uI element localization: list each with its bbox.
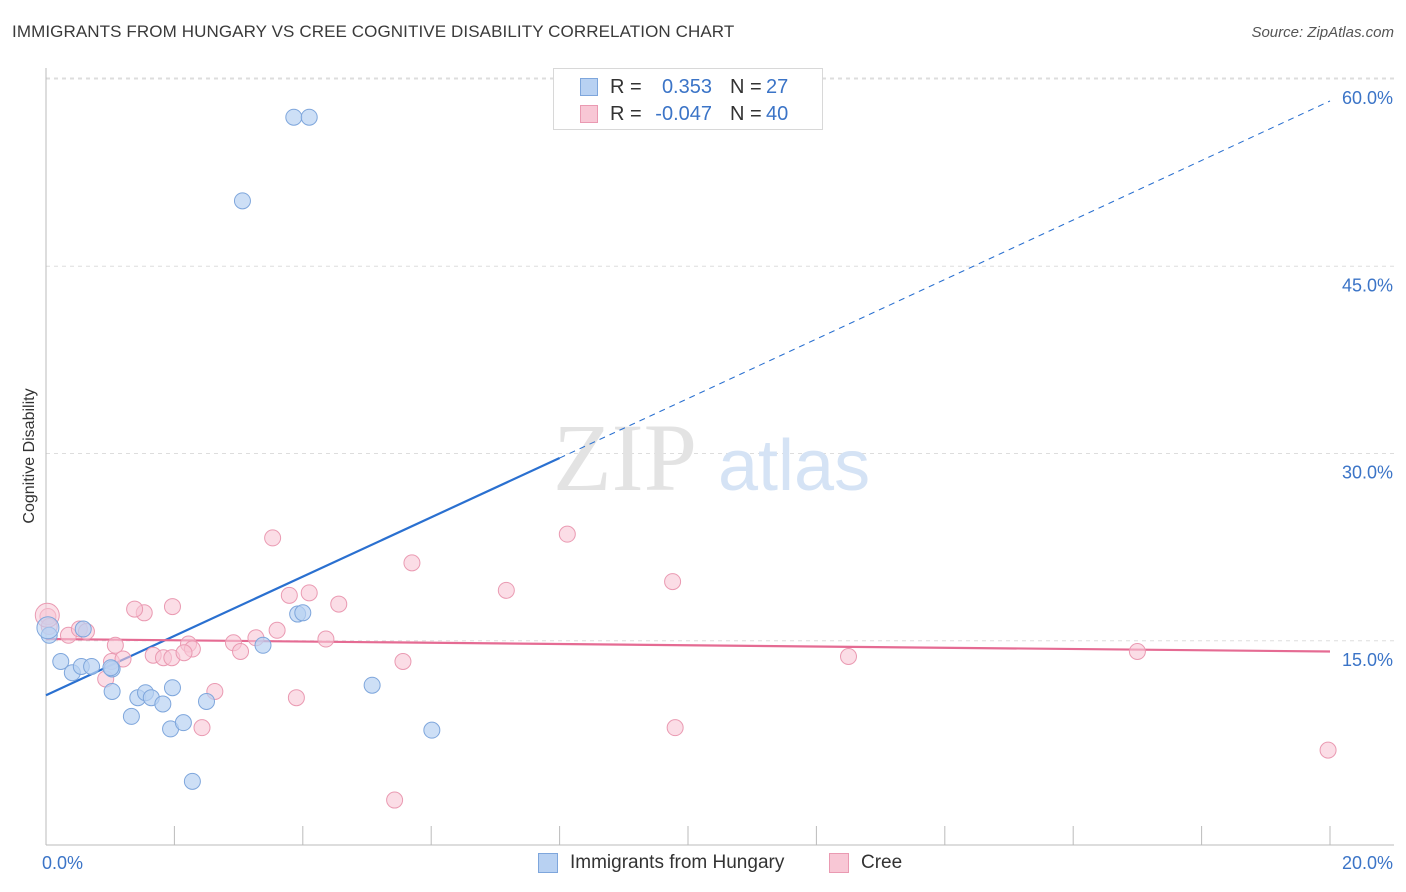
n-value: 27 bbox=[766, 75, 789, 98]
x-tick-label: 0.0% bbox=[42, 853, 83, 873]
cree-point bbox=[232, 643, 250, 661]
x-tick-label: 20.0% bbox=[1342, 853, 1393, 873]
legend-item-cree[interactable]: Cree bbox=[829, 852, 902, 874]
cree-points bbox=[34, 525, 1337, 809]
cree-point bbox=[106, 636, 124, 654]
watermark-zip: ZIP bbox=[553, 404, 697, 511]
correlation-legend: R = 0.353 N = 27 R = -0.047 N = 40 bbox=[553, 68, 823, 130]
cree-point bbox=[114, 650, 132, 668]
hungary-point bbox=[52, 652, 70, 670]
hungary-point bbox=[83, 657, 101, 675]
hungary-point bbox=[163, 679, 181, 697]
hungary-point bbox=[233, 192, 251, 210]
r-value: 0.353 bbox=[661, 75, 712, 98]
hungary-point bbox=[102, 659, 120, 677]
legend-row-hungary: R = 0.353 N = 27 bbox=[580, 75, 788, 99]
cree-point bbox=[666, 719, 684, 737]
y-tick-label: 60.0% bbox=[1342, 88, 1393, 108]
cree-point bbox=[264, 529, 282, 547]
cree-point bbox=[840, 648, 857, 666]
r-label: R = bbox=[610, 102, 642, 125]
hungary-point bbox=[174, 714, 192, 732]
cree-point bbox=[126, 600, 144, 618]
trend-lines bbox=[45, 100, 1331, 697]
hungary-point bbox=[423, 721, 441, 739]
hungary-point bbox=[285, 108, 303, 126]
cree-point bbox=[386, 791, 404, 809]
watermark: ZIP atlas bbox=[553, 404, 870, 511]
n-label: N = bbox=[730, 102, 762, 125]
cree-point bbox=[403, 554, 421, 572]
y-tick-label: 30.0% bbox=[1342, 463, 1393, 483]
series-legend: Immigrants from Hungary Cree bbox=[0, 852, 1406, 878]
cree-point bbox=[287, 689, 305, 707]
hungary-point bbox=[363, 676, 381, 694]
cree-point bbox=[268, 621, 286, 639]
hungary-legend-label: Immigrants from Hungary bbox=[570, 852, 785, 873]
cree-point bbox=[497, 581, 515, 599]
hungary-trend-extension bbox=[559, 100, 1331, 459]
cree-point bbox=[175, 644, 193, 662]
cree-point bbox=[280, 586, 298, 604]
hungary-swatch bbox=[580, 78, 598, 96]
axes bbox=[45, 68, 1394, 846]
n-value: 40 bbox=[766, 102, 789, 125]
cree-point bbox=[317, 630, 335, 648]
watermark-atlas: atlas bbox=[718, 426, 870, 506]
hungary-point bbox=[122, 707, 140, 725]
grid-lines bbox=[46, 77, 1394, 642]
cree-point bbox=[193, 719, 211, 737]
cree-swatch bbox=[580, 105, 598, 123]
cree-point bbox=[300, 584, 318, 602]
y-tick-label: 45.0% bbox=[1342, 275, 1393, 295]
hungary-trend-line bbox=[45, 457, 561, 697]
hungary-point bbox=[254, 636, 272, 654]
y-tick-label: 15.0% bbox=[1342, 650, 1393, 670]
cree-point bbox=[394, 652, 412, 670]
hungary-point bbox=[198, 692, 215, 710]
hungary-point bbox=[154, 695, 172, 713]
r-value: -0.047 bbox=[655, 102, 712, 125]
y-axis-label: Cognitive Disability bbox=[21, 388, 38, 523]
cree-point bbox=[1319, 741, 1337, 759]
hungary-point bbox=[300, 108, 318, 126]
hungary-point-large bbox=[36, 616, 60, 640]
cree-point bbox=[330, 595, 348, 613]
legend-row-cree: R = -0.047 N = 40 bbox=[580, 102, 788, 126]
cree-point bbox=[558, 525, 576, 543]
hungary-point bbox=[74, 620, 92, 638]
cree-point bbox=[664, 573, 682, 591]
hungary-point bbox=[294, 604, 312, 622]
hungary-points bbox=[36, 108, 441, 790]
chart-title: IMMIGRANTS FROM HUNGARY VS CREE COGNITIV… bbox=[12, 22, 735, 41]
cree-legend-label: Cree bbox=[861, 852, 903, 873]
r-label: R = bbox=[610, 75, 642, 98]
hungary-point bbox=[103, 682, 121, 700]
cree-point bbox=[1128, 643, 1146, 661]
hungary-point bbox=[183, 772, 201, 790]
hungary-legend-swatch bbox=[538, 853, 558, 873]
n-label: N = bbox=[730, 75, 762, 98]
cree-point bbox=[163, 598, 181, 616]
cree-legend-swatch bbox=[829, 853, 849, 873]
source-credit: Source: ZipAtlas.com bbox=[1251, 24, 1394, 41]
legend-item-hungary[interactable]: Immigrants from Hungary bbox=[538, 852, 784, 874]
tick-labels: 15.0% 30.0% 45.0% 60.0% 0.0% 20.0% bbox=[42, 88, 1393, 873]
